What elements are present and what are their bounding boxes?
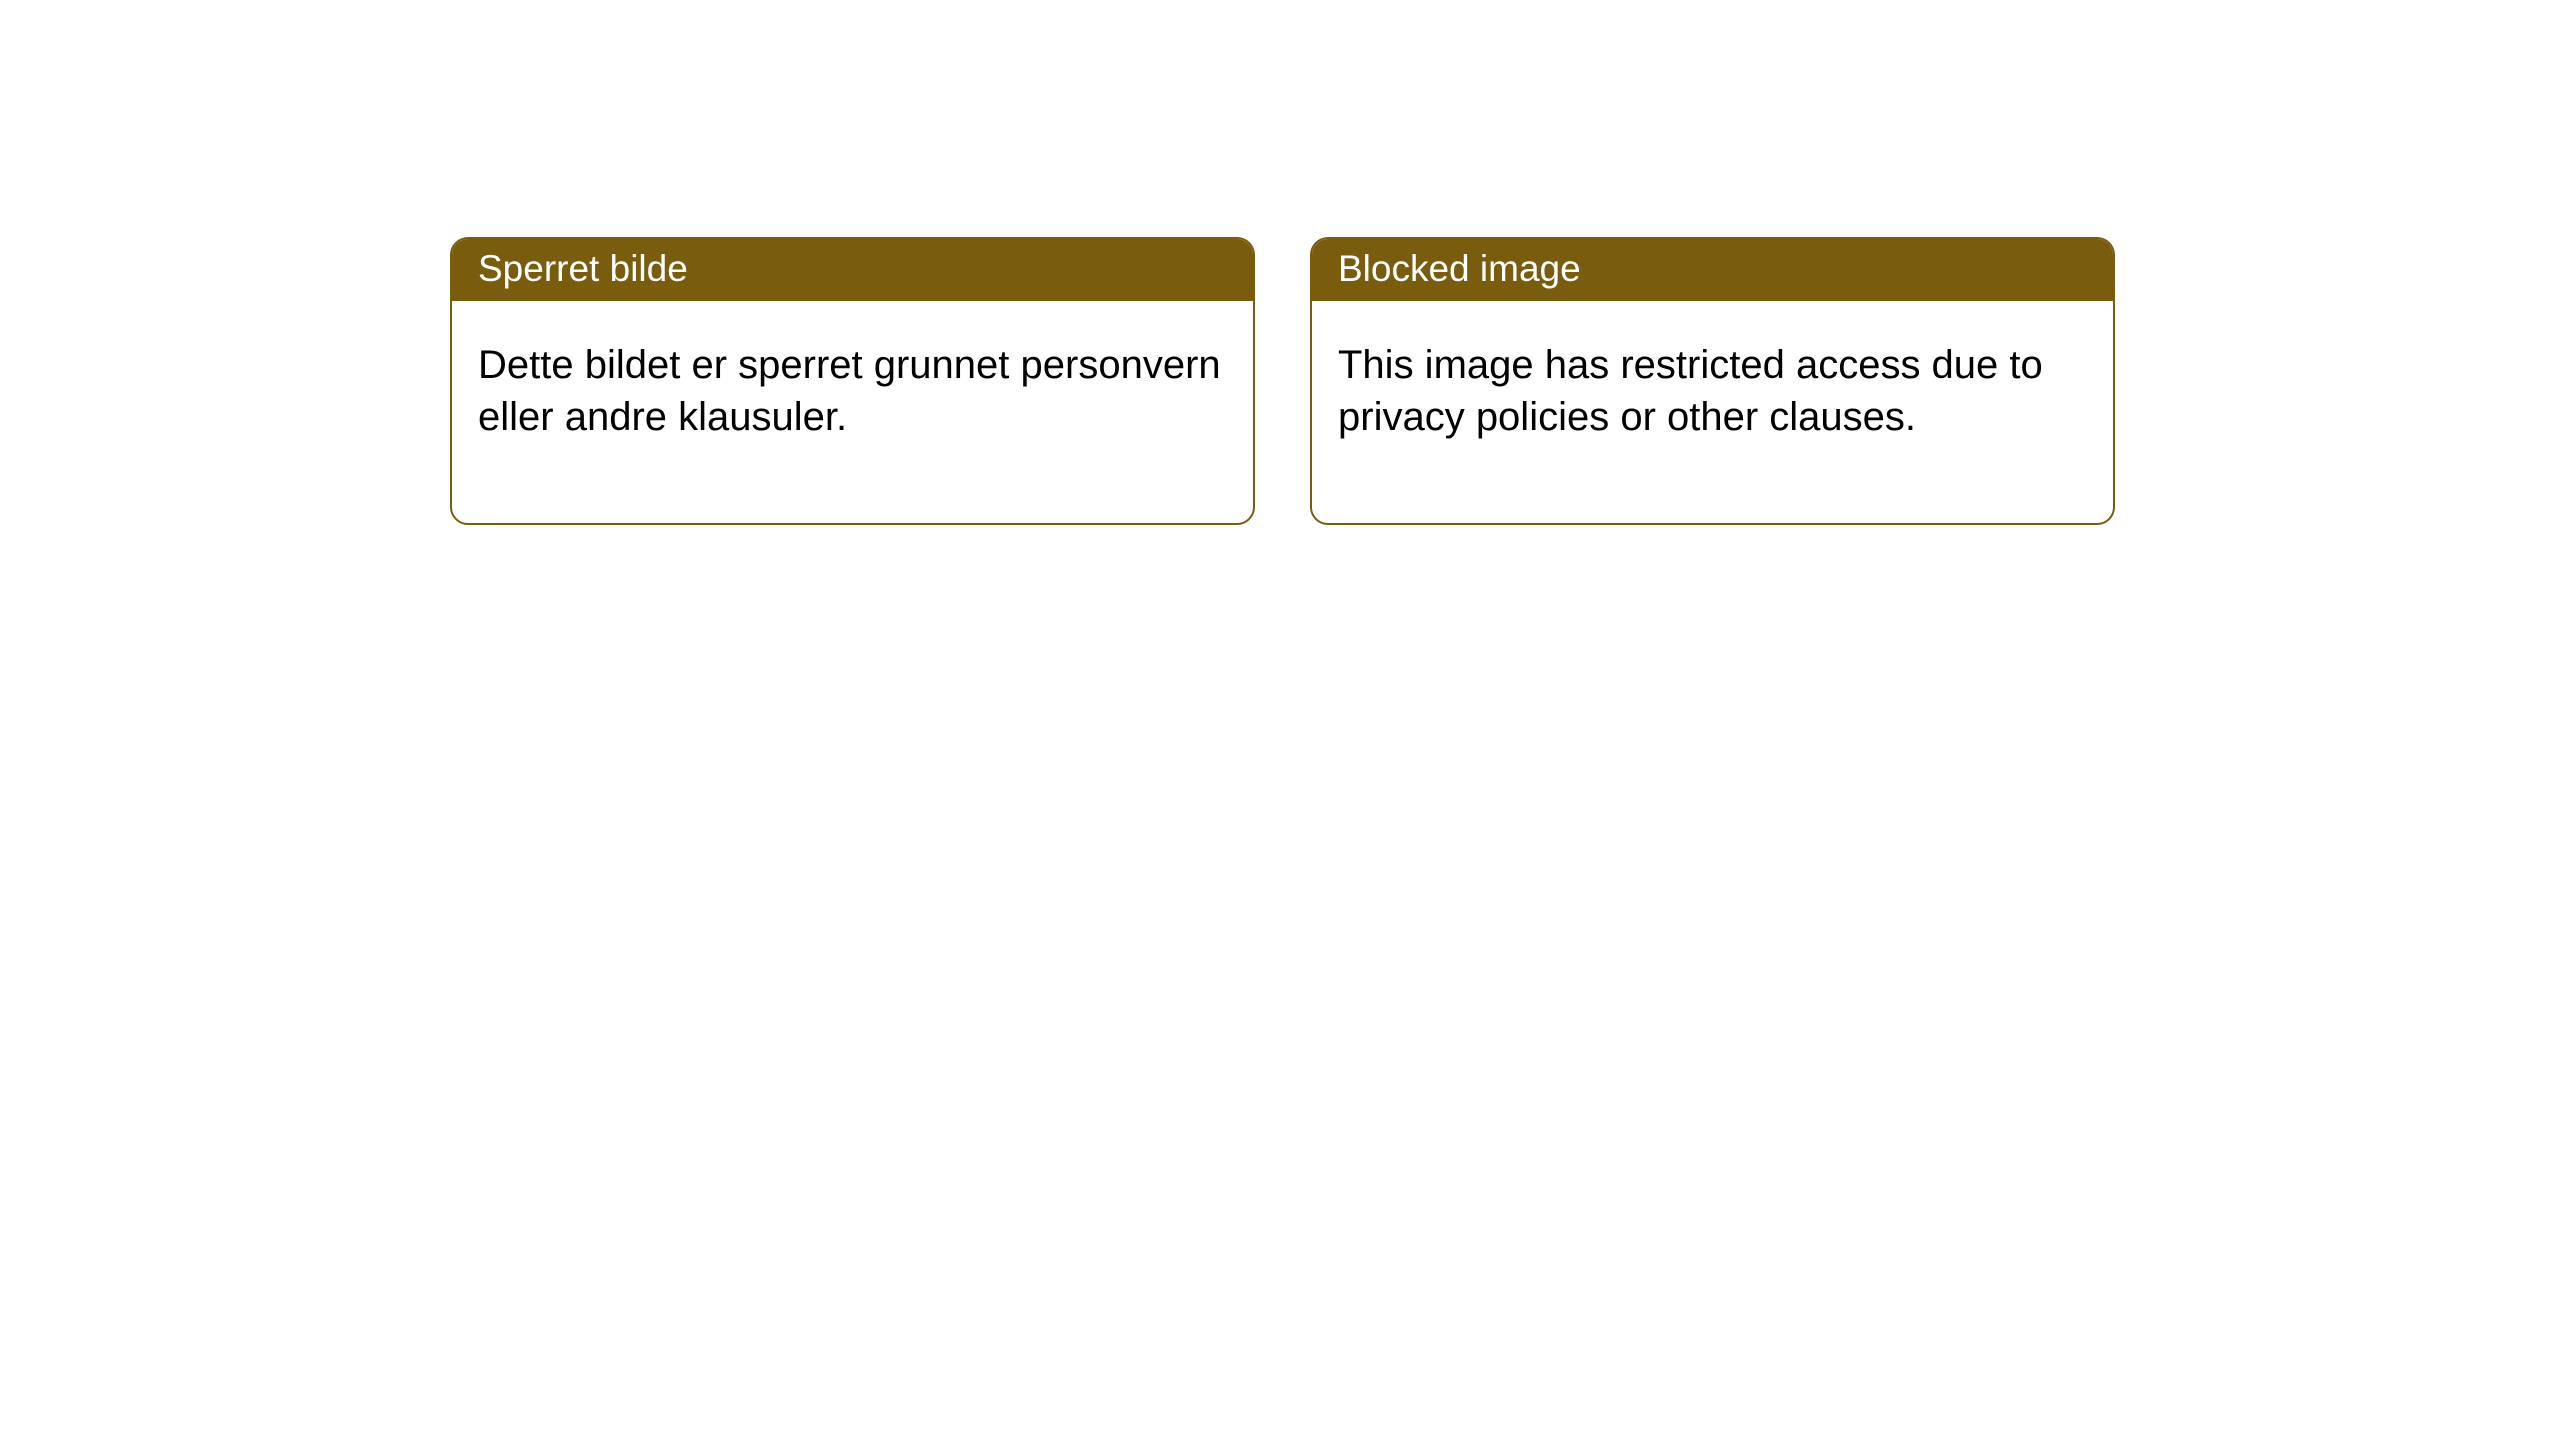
blocked-image-card-english: Blocked image This image has restricted … bbox=[1310, 237, 2115, 525]
notice-container: Sperret bilde Dette bildet er sperret gr… bbox=[450, 237, 2115, 525]
blocked-image-card-norwegian: Sperret bilde Dette bildet er sperret gr… bbox=[450, 237, 1255, 525]
card-title-norwegian: Sperret bilde bbox=[452, 239, 1253, 301]
card-body-norwegian: Dette bildet er sperret grunnet personve… bbox=[452, 301, 1253, 523]
card-body-english: This image has restricted access due to … bbox=[1312, 301, 2113, 523]
card-title-english: Blocked image bbox=[1312, 239, 2113, 301]
